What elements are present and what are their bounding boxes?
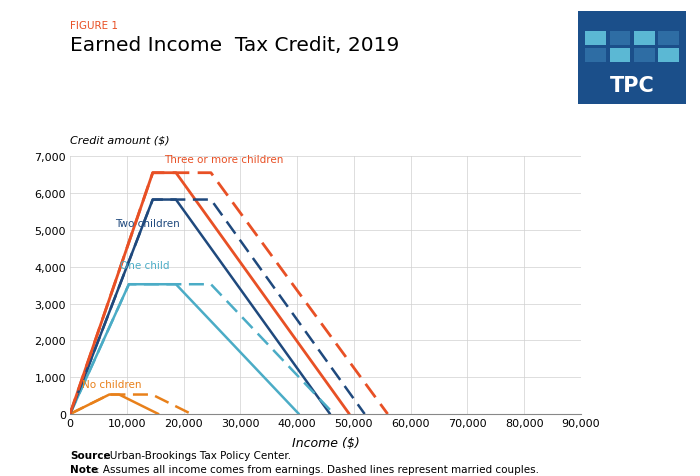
Bar [634,32,655,46]
Text: Two children: Two children [116,218,180,228]
Bar [585,49,606,63]
Text: FIGURE 1: FIGURE 1 [70,21,118,31]
Bar [610,49,630,63]
X-axis label: Income ($): Income ($) [292,436,359,449]
FancyBboxPatch shape [578,12,686,105]
Text: : Assumes all income comes from earnings. Dashed lines represent married couples: : Assumes all income comes from earnings… [96,464,539,474]
Bar [658,49,679,63]
Bar [610,32,630,46]
Text: One child: One child [120,261,169,271]
Bar [634,49,655,63]
Text: : Urban-Brookings Tax Policy Center.: : Urban-Brookings Tax Policy Center. [103,450,291,460]
Text: Earned Income  Tax Credit, 2019: Earned Income Tax Credit, 2019 [70,36,399,55]
Bar [585,32,606,46]
Text: Three or more children: Three or more children [164,154,283,164]
Text: Source: Source [70,450,111,460]
Text: TPC: TPC [610,76,654,96]
Text: No children: No children [83,379,142,389]
Text: Credit amount ($): Credit amount ($) [70,135,169,145]
Text: Note: Note [70,464,98,474]
Bar [658,32,679,46]
